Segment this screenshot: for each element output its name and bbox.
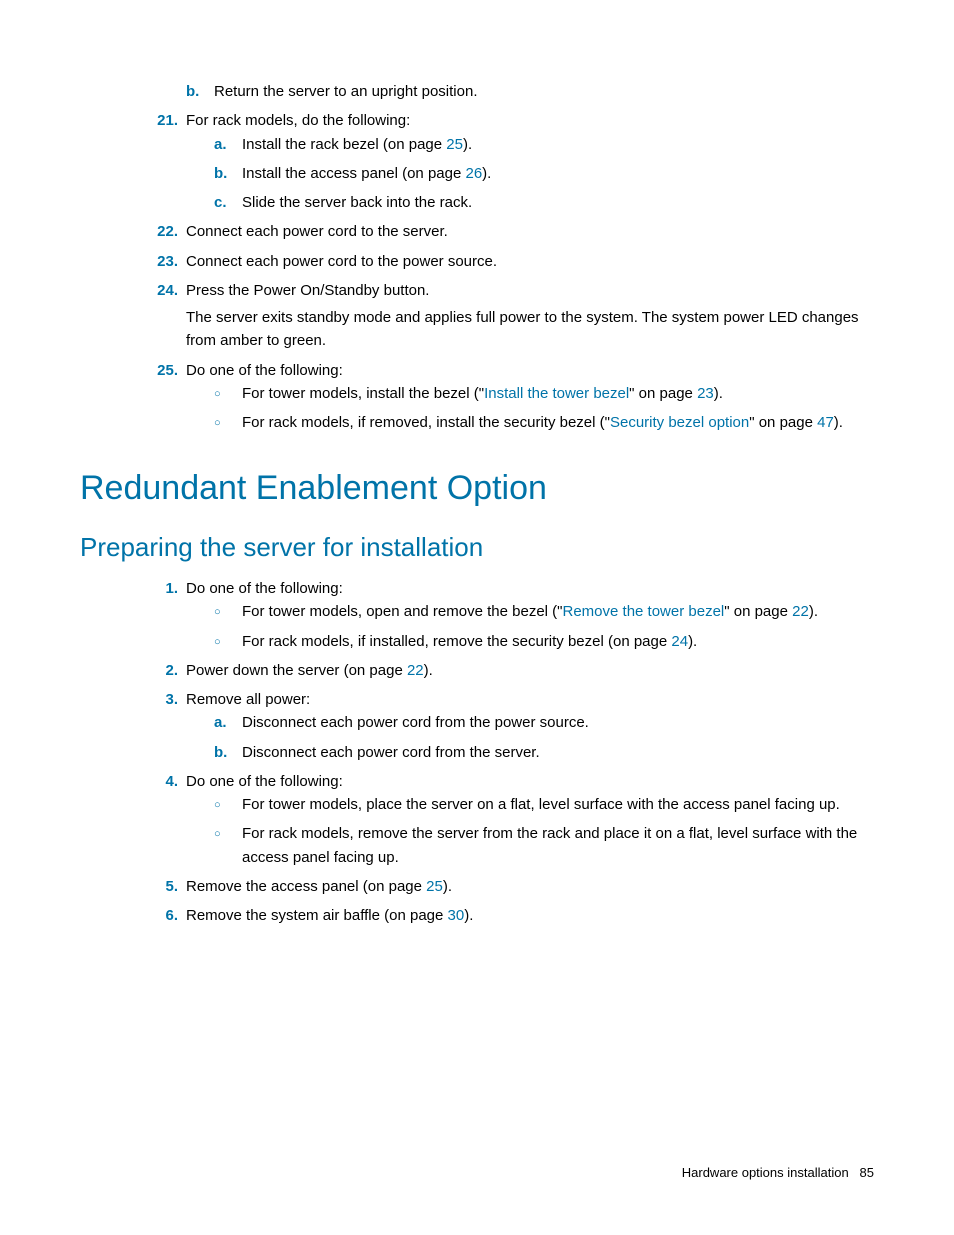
num-marker: 3. [150, 688, 178, 711]
sub-a: a.Disconnect each power cord from the po… [214, 711, 874, 734]
bullet-item: For tower models, place the server on a … [214, 793, 874, 816]
step-continuation: The server exits standby mode and applie… [186, 306, 874, 353]
alpha-marker: a. [214, 711, 227, 734]
alpha-marker: b. [214, 162, 227, 185]
num-marker: 6. [150, 904, 178, 927]
sub-b: b.Disconnect each power cord from the se… [214, 741, 874, 764]
step-text: Remove the access panel (on page 25). [186, 878, 452, 895]
footer-page-number: 85 [860, 1165, 874, 1180]
bullet-item: For rack models, remove the server from … [214, 822, 874, 869]
page-footer: Hardware options installation 85 [682, 1163, 874, 1183]
sub-b: b. Install the access panel (on page 26)… [214, 162, 874, 185]
text: Install the rack bezel (on page 25). [242, 136, 472, 153]
step-text: Remove all power: [186, 691, 310, 708]
top-step-list: b. Return the server to an upright posit… [80, 80, 874, 434]
prep-step-3: 3. Remove all power: a.Disconnect each p… [150, 688, 874, 764]
num-marker: 2. [150, 659, 178, 682]
heading-preparing-server: Preparing the server for installation [80, 527, 874, 567]
page-link[interactable]: 25 [446, 136, 463, 153]
step-24: 24. Press the Power On/Standby button. T… [150, 279, 874, 353]
page-link[interactable]: 24 [671, 633, 688, 650]
link-security-bezel-option[interactable]: Security bezel option [610, 414, 749, 431]
link-install-tower-bezel[interactable]: Install the tower bezel [484, 385, 629, 402]
footer-section: Hardware options installation [682, 1165, 849, 1180]
text: Slide the server back into the rack. [242, 194, 472, 211]
step-text: Connect each power cord to the server. [186, 223, 448, 240]
alpha-marker: b. [214, 741, 227, 764]
num-marker: 22. [150, 220, 178, 243]
alpha-marker: a. [214, 133, 227, 156]
step-text: Do one of the following: [186, 362, 343, 379]
heading-redundant-enablement: Redundant Enablement Option [80, 462, 874, 515]
sub-item-b: b. Return the server to an upright posit… [186, 80, 874, 103]
step-25: 25. Do one of the following: For tower m… [150, 359, 874, 435]
page-link[interactable]: 26 [465, 165, 482, 182]
num-marker: 23. [150, 250, 178, 273]
page-link[interactable]: 22 [792, 603, 809, 620]
page-link[interactable]: 25 [426, 878, 443, 895]
alpha-marker: b. [186, 80, 199, 103]
prep-step-1: 1. Do one of the following: For tower mo… [150, 577, 874, 653]
num-marker: 5. [150, 875, 178, 898]
num-marker: 25. [150, 359, 178, 382]
step-22: 22. Connect each power cord to the serve… [150, 220, 874, 243]
bullet-item: For rack models, if removed, install the… [214, 411, 874, 434]
alpha-marker: c. [214, 191, 227, 214]
step-text: For rack models, do the following: [186, 112, 410, 129]
num-marker: 21. [150, 109, 178, 132]
bullet-item: For tower models, install the bezel ("In… [214, 382, 874, 405]
num-marker: 1. [150, 577, 178, 600]
page-link[interactable]: 22 [407, 662, 424, 679]
step-text: Remove the system air baffle (on page 30… [186, 907, 473, 924]
step-text: Connect each power cord to the power sou… [186, 253, 497, 270]
num-marker: 4. [150, 770, 178, 793]
step-text: Do one of the following: [186, 773, 343, 790]
text: Install the access panel (on page 26). [242, 165, 491, 182]
num-marker: 24. [150, 279, 178, 302]
prep-step-6: 6. Remove the system air baffle (on page… [150, 904, 874, 927]
sub-c: c. Slide the server back into the rack. [214, 191, 874, 214]
bullet-item: For rack models, if installed, remove th… [214, 630, 874, 653]
step-text: Power down the server (on page 22). [186, 662, 433, 679]
sub-a: a. Install the rack bezel (on page 25). [214, 133, 874, 156]
link-remove-tower-bezel[interactable]: Remove the tower bezel [563, 603, 725, 620]
prep-step-5: 5. Remove the access panel (on page 25). [150, 875, 874, 898]
list-item: b. Return the server to an upright posit… [150, 80, 874, 103]
step-23: 23. Connect each power cord to the power… [150, 250, 874, 273]
step-text: Press the Power On/Standby button. [186, 282, 429, 299]
page-link[interactable]: 47 [817, 414, 834, 431]
step-text: Do one of the following: [186, 580, 343, 597]
prep-step-list: 1. Do one of the following: For tower mo… [80, 577, 874, 927]
bullet-item: For tower models, open and remove the be… [214, 600, 874, 623]
prep-step-2: 2. Power down the server (on page 22). [150, 659, 874, 682]
document-page: b. Return the server to an upright posit… [0, 0, 954, 927]
prep-step-4: 4. Do one of the following: For tower mo… [150, 770, 874, 869]
step-21: 21. For rack models, do the following: a… [150, 109, 874, 214]
text: Return the server to an upright position… [214, 83, 477, 100]
page-link[interactable]: 30 [448, 907, 465, 924]
page-link[interactable]: 23 [697, 385, 714, 402]
